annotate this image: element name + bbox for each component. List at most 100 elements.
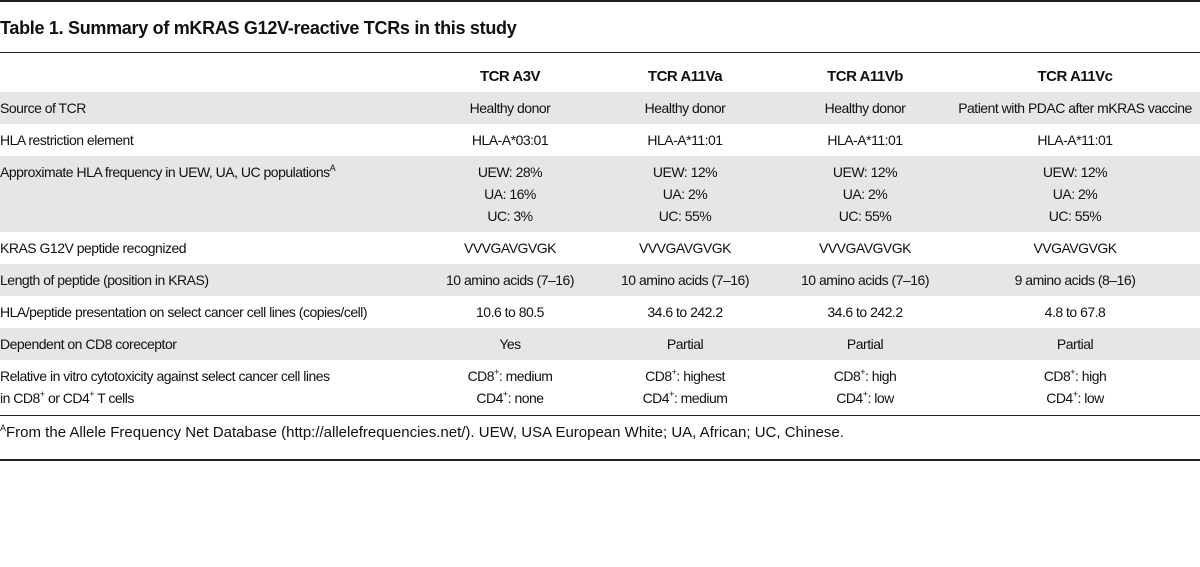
table-row: Length of peptide (position in KRAS) 10 a…	[0, 264, 1200, 296]
cell-line: CD4+: low	[780, 387, 950, 409]
superscript: +	[89, 389, 95, 399]
text: : highest	[676, 368, 725, 384]
row-label: Dependent on CD8 coreceptor	[0, 328, 430, 360]
table-cell: Healthy donor	[430, 92, 590, 124]
table-cell: UEW: 28% UA: 16% UC: 3%	[430, 156, 590, 232]
cell-line: CD4+: medium	[590, 387, 780, 409]
cell-line: 10 amino acids (7–16)	[800, 272, 930, 288]
text: : medium	[498, 368, 553, 384]
bottom-rule	[0, 459, 1200, 461]
table: TCR A3V TCR A11Va TCR A11Vb TCR A11Vc Sourc…	[0, 60, 1200, 414]
text: in CD8	[0, 390, 40, 406]
row-label: HLA restriction element	[0, 124, 430, 156]
text: T cells	[94, 390, 134, 406]
table-cell: 9 amino acids (8–16)	[950, 264, 1200, 296]
table-cell: VVGAVGVGK	[950, 232, 1200, 264]
cell-line: 10 amino acids (7–16)	[445, 272, 575, 288]
row-label: Relative in vitro cytotoxicity against s…	[0, 360, 430, 414]
table-cell: UEW: 12% UA: 2% UC: 55%	[590, 156, 780, 232]
row-label: Length of peptide (position in KRAS)	[0, 264, 430, 296]
table-row: HLA restriction element HLA-A*03:01 HLA-A*…	[0, 124, 1200, 156]
cell-line: Yes	[499, 336, 521, 352]
table-cell: Yes	[430, 328, 590, 360]
cell-line: in CD8+ or CD4+ T cells	[0, 387, 430, 409]
cell-line: 34.6 to 242.2	[827, 304, 903, 320]
table-cell: 34.6 to 242.2	[780, 296, 950, 328]
cell-line: HLA-A*11:01	[827, 132, 903, 148]
text: CD8	[833, 368, 861, 384]
table-cell: HLA-A*03:01	[430, 124, 590, 156]
cell-line: 10.6 to 80.5	[476, 304, 544, 320]
table-rule	[0, 415, 1200, 416]
cell-line: UA: 2%	[842, 186, 888, 202]
text: CD4	[476, 390, 503, 406]
cell-line: CD8+: high	[950, 365, 1200, 387]
cell-line: UC: 3%	[487, 208, 533, 224]
cell-line: CD8+: high	[780, 365, 950, 387]
table-row: Approximate HLA frequency in UEW, UA, UC…	[0, 156, 1200, 232]
cell-line: VVVGAVGVGK	[819, 240, 912, 256]
text: : medium	[673, 390, 728, 406]
cell-line: Partial	[846, 336, 884, 352]
superscript: +	[671, 367, 677, 377]
cell-line: UEW: 12%	[832, 164, 898, 180]
superscript: +	[39, 389, 45, 399]
table-row: HLA/peptide presentation on select cance…	[0, 296, 1200, 328]
cell-line: HLA-A*11:01	[647, 132, 723, 148]
table-cell: HLA-A*11:01	[780, 124, 950, 156]
cell-line: UEW: 12%	[652, 164, 718, 180]
column-header: TCR A11Va	[647, 67, 723, 85]
cell-line: 9 amino acids (8–16)	[1014, 272, 1136, 288]
text: CD4	[836, 390, 863, 406]
cell-line: VVGAVGVGK	[1033, 240, 1117, 256]
cell-line: Dependent on CD8 coreceptor	[0, 336, 177, 352]
cell-line: HLA-A*03:01	[471, 132, 549, 148]
cell-line: CD8+: medium	[430, 365, 590, 387]
superscript: +	[502, 389, 508, 399]
table-cell: Partial	[590, 328, 780, 360]
table-cell: 34.6 to 242.2	[590, 296, 780, 328]
table-title: Table 1. Summary of mKRAS G12V-reactive …	[0, 18, 517, 38]
text: : high	[1075, 368, 1107, 384]
table-cell: 10.6 to 80.5	[430, 296, 590, 328]
text: : low	[1077, 390, 1104, 406]
text: : high	[865, 368, 897, 384]
cell-line: HLA/peptide presentation on select cance…	[0, 304, 368, 320]
table-cell: 10 amino acids (7–16)	[430, 264, 590, 296]
cell-line: VVVGAVGVGK	[464, 240, 557, 256]
column-header: TCR A11Vb	[827, 67, 903, 85]
cell-line: UA: 2%	[662, 186, 708, 202]
row-label: KRAS G12V peptide recognized	[0, 232, 430, 264]
table-cell: 10 amino acids (7–16)	[590, 264, 780, 296]
superscript: +	[1072, 389, 1078, 399]
table-cell: VVVGAVGVGK	[430, 232, 590, 264]
cell-line: CD4+: low	[950, 387, 1200, 409]
cell-line: CD8+: highest	[590, 365, 780, 387]
cell-line: Relative in vitro cytotoxicity against s…	[0, 368, 330, 384]
table-cell: HLA-A*11:01	[590, 124, 780, 156]
text: : none	[507, 390, 544, 406]
cell-line: Partial	[666, 336, 704, 352]
cell-line: UEW: 28%	[477, 164, 543, 180]
superscript: +	[862, 389, 868, 399]
superscript: A	[329, 163, 336, 173]
cell-line: UA: 2%	[1052, 186, 1098, 202]
row-label: Source of TCR	[0, 92, 430, 124]
table-cell: Healthy donor	[590, 92, 780, 124]
table-cell: VVVGAVGVGK	[590, 232, 780, 264]
cell-line: Partial	[1056, 336, 1094, 352]
footnote: AFrom the Allele Frequency Net Database …	[0, 423, 844, 442]
cell-line: Healthy donor	[644, 100, 726, 116]
row-label: Approximate HLA frequency in UEW, UA, UC…	[0, 156, 430, 232]
cell-line: 4.8 to 67.8	[1044, 304, 1106, 320]
cell-line: 34.6 to 242.2	[647, 304, 723, 320]
table-cell: VVVGAVGVGK	[780, 232, 950, 264]
footnote-marker: A	[0, 423, 7, 433]
superscript: +	[860, 367, 866, 377]
superscript: +	[494, 367, 499, 377]
table-cell: CD8+: highest CD4+: medium	[590, 360, 780, 414]
table-cell: CD8+: high CD4+: low	[780, 360, 950, 414]
cell-line: Patient with PDAC after mKRAS vaccine	[958, 100, 1192, 116]
table-cell: Partial	[950, 328, 1200, 360]
text: CD4	[642, 390, 670, 406]
